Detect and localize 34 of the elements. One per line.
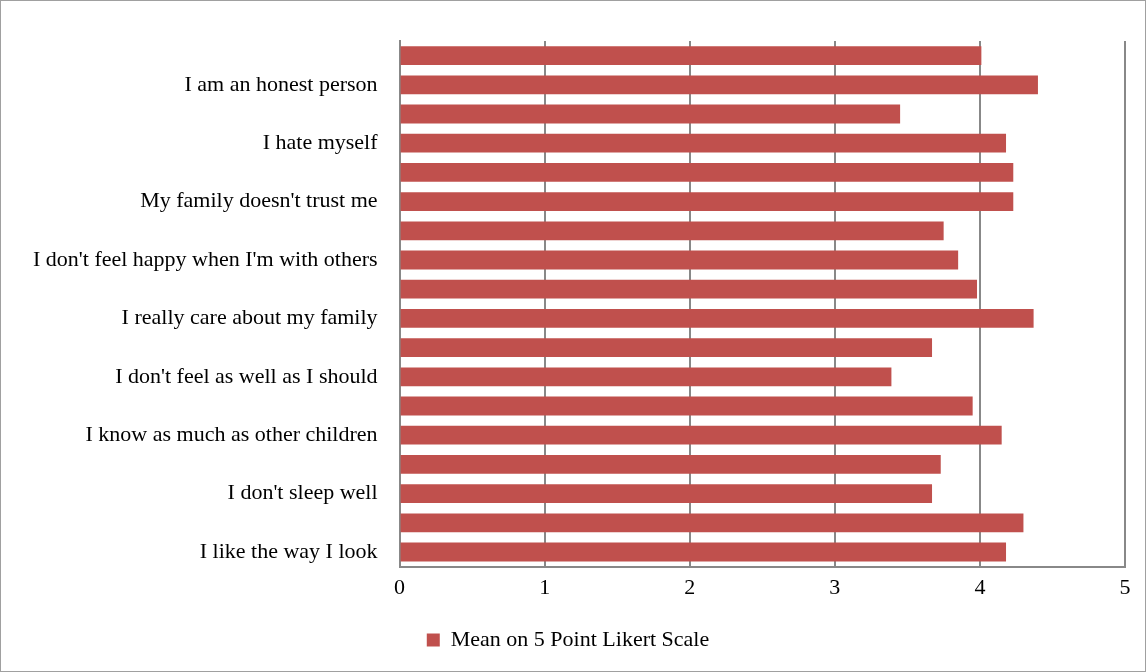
bar bbox=[400, 425, 1002, 445]
bar bbox=[400, 75, 1038, 95]
bar bbox=[400, 221, 944, 241]
y-tick-label: I don't feel as well as I should bbox=[115, 362, 378, 388]
bar bbox=[400, 279, 978, 299]
bar bbox=[400, 513, 1024, 533]
bar bbox=[400, 542, 1007, 562]
y-tick-label: I hate myself bbox=[262, 128, 379, 154]
y-tick-label: My family doesn't trust me bbox=[140, 187, 378, 213]
legend-label: Mean on 5 Point Likert Scale bbox=[450, 625, 710, 651]
x-tick-label: 5 bbox=[1119, 573, 1131, 599]
bar bbox=[400, 455, 941, 474]
x-tick-label: 3 bbox=[829, 573, 841, 599]
x-tick-label: 2 bbox=[684, 573, 696, 599]
y-tick-label: I like the way I look bbox=[199, 537, 378, 563]
y-tick-label: I don't sleep well bbox=[227, 479, 378, 505]
bar bbox=[400, 104, 901, 124]
bar bbox=[400, 163, 1014, 182]
y-tick-label: I know as much as other children bbox=[85, 420, 378, 446]
x-tick-label: 4 bbox=[974, 573, 986, 599]
y-tick-label: I am an honest person bbox=[184, 70, 378, 96]
bar bbox=[400, 396, 973, 416]
bar bbox=[400, 309, 1034, 328]
bar bbox=[400, 133, 1007, 153]
x-tick-label: 0 bbox=[394, 573, 406, 599]
bar bbox=[400, 338, 933, 357]
bar bbox=[400, 367, 892, 387]
bar bbox=[400, 46, 982, 65]
x-tick-label: 1 bbox=[539, 573, 551, 599]
y-tick-label: I don't feel happy when I'm with others bbox=[32, 245, 378, 271]
bar bbox=[400, 192, 1014, 211]
bar bbox=[400, 250, 959, 270]
y-tick-label: I really care about my family bbox=[121, 304, 378, 330]
bar bbox=[400, 484, 933, 503]
